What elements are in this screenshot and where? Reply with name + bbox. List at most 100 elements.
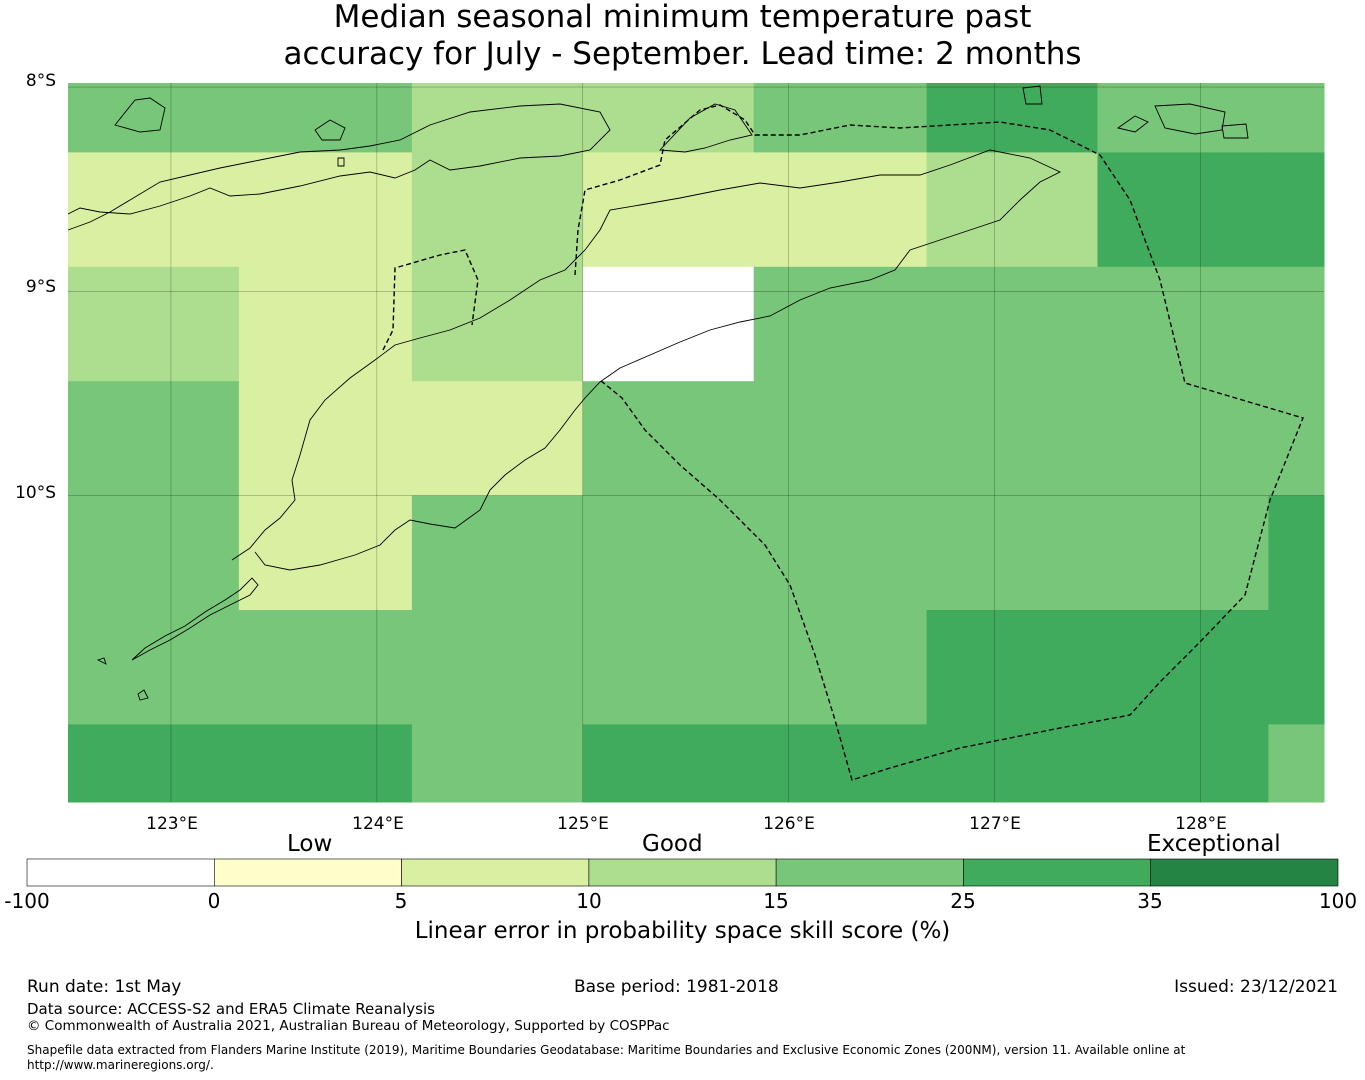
skill-cell [753, 266, 928, 382]
skill-grid-cells [68, 83, 1325, 803]
issued-date: Issued: 23/12/2021 [1174, 977, 1338, 997]
colorbar-tick: 35 [1137, 889, 1163, 913]
skill-cell [1097, 381, 1269, 497]
skill-cell [1268, 724, 1325, 803]
skill-cell [68, 381, 240, 497]
oecusse-boundary [382, 249, 479, 351]
skill-cell [411, 610, 584, 725]
colorbar-segment [963, 858, 1152, 887]
lon-label: 124°E [352, 814, 404, 834]
skill-cell [1097, 495, 1269, 611]
lon-label: 127°E [969, 814, 1021, 834]
skill-cell [238, 152, 413, 268]
skill-cell [238, 266, 413, 382]
lon-label: 128°E [1175, 814, 1227, 834]
skill-cell [926, 152, 1098, 268]
skill-cell [1268, 381, 1325, 497]
graticule [68, 83, 1324, 802]
colorbar-label: Linear error in probability space skill … [414, 918, 951, 944]
skill-cell [68, 495, 240, 611]
skill-cell [1268, 152, 1325, 268]
lon-label: 123°E [146, 814, 198, 834]
base-period: Base period: 1981-2018 [574, 977, 779, 997]
lon-label: 125°E [557, 814, 609, 834]
skill-cell [582, 495, 755, 611]
skill-cell [582, 381, 755, 497]
run-date: Run date: 1st May [27, 977, 182, 997]
colorbar-segment [26, 858, 215, 887]
maritime-boundary [382, 104, 1304, 781]
wetar-island [659, 103, 753, 153]
skill-cell [238, 610, 413, 725]
skill-cell [238, 381, 413, 497]
skill-cell [1097, 83, 1269, 153]
skill-cell [1268, 495, 1325, 611]
skill-cell [68, 266, 240, 382]
small-island [1221, 123, 1249, 139]
lon-label: 126°E [763, 814, 815, 834]
skill-cell [1268, 83, 1325, 153]
small-island [1116, 115, 1149, 133]
skill-cell [926, 266, 1098, 382]
skill-cell [582, 610, 755, 725]
skill-cell [753, 83, 928, 153]
category-label-low: Low [287, 831, 333, 857]
skill-cell [926, 610, 1098, 725]
colorbar-tick: -100 [4, 889, 50, 913]
skill-cell [68, 724, 240, 803]
skill-cell [926, 381, 1098, 497]
skill-cell [1268, 610, 1325, 725]
colorbar [26, 858, 1339, 887]
skill-cell [411, 152, 584, 268]
skill-cell [411, 83, 584, 153]
data-source: Data source: ACCESS-S2 and ERA5 Climate … [27, 1000, 435, 1018]
skill-cell [1097, 724, 1269, 803]
skill-cell [753, 381, 928, 497]
skill-cell [238, 83, 413, 153]
skill-cell [411, 495, 584, 611]
skill-cell [68, 610, 240, 725]
lat-label: 8°S [25, 71, 56, 91]
skill-cell [411, 266, 584, 382]
colorbar-segment [1150, 858, 1339, 887]
small-island [114, 97, 166, 133]
category-label-good: Good [642, 831, 703, 857]
rote-island [131, 577, 259, 661]
skill-cell [753, 495, 928, 611]
skill-cell [1268, 266, 1325, 382]
small-island [1022, 85, 1043, 105]
skill-cell [926, 83, 1098, 153]
colorbar-tick: 100 [1318, 889, 1358, 913]
colorbar-tick: 15 [763, 889, 789, 913]
map-title-line-1: Median seasonal minimum temperature past [333, 0, 1032, 35]
timor-leste-eez-boundary [574, 104, 1304, 781]
skill-cell [411, 724, 584, 803]
copyright: © Commonwealth of Australia 2021, Austra… [27, 1018, 670, 1034]
skill-cell [753, 152, 928, 268]
skill-cell [753, 724, 928, 803]
small-island [314, 119, 346, 141]
shapefile-credit: Shapefile data extracted from Flanders M… [27, 1043, 1186, 1057]
shapefile-url: http://www.marineregions.org/. [27, 1058, 214, 1072]
colorbar-segment [775, 858, 964, 887]
category-label-exceptional: Exceptional [1147, 831, 1281, 857]
map-title-line-2: accuracy for July - September. Lead time… [283, 36, 1082, 72]
skill-cell [68, 83, 240, 153]
colorbar-tick: 0 [207, 889, 221, 913]
skill-cell [582, 152, 755, 268]
skill-cell [1097, 152, 1269, 268]
colorbar-segment [588, 858, 777, 887]
skill-cell [582, 724, 755, 803]
small-island [137, 689, 149, 701]
skill-cell [1097, 266, 1269, 382]
small-island [96, 657, 107, 665]
skill-cell [926, 495, 1098, 611]
timor-main-coastline [231, 149, 1062, 571]
colorbar-segment [214, 858, 402, 887]
timor-coastline [67, 103, 611, 231]
colorbar-tick: 5 [394, 889, 408, 913]
skill-cell [926, 724, 1098, 803]
skill-cell [582, 83, 755, 153]
skill-cell [1097, 610, 1269, 725]
